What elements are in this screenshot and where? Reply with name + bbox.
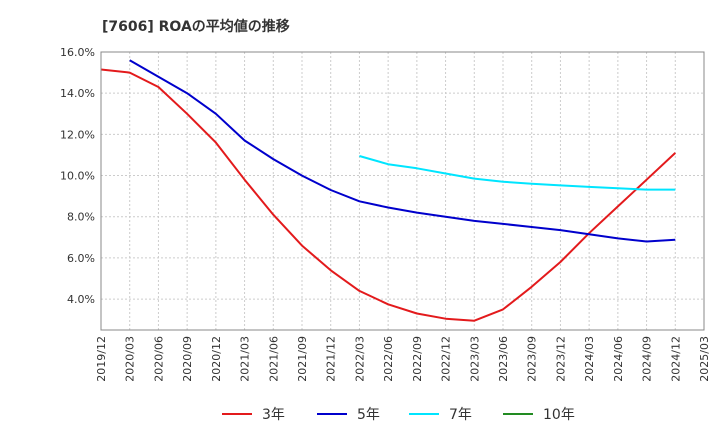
y-tick-label: 12.0% (60, 128, 95, 141)
plot-area-border (100, 51, 705, 331)
x-tick-label: 2024/09 (641, 336, 654, 382)
series-line-0 (100, 68, 676, 322)
x-tick-label: 2019/12 (95, 336, 108, 382)
y-axis-tick-labels: 4.0% 6.0% 8.0% 10.0% 12.0% 14.0% 16.0% (60, 46, 95, 306)
x-tick-label: 2020/03 (124, 336, 137, 382)
series-line-2 (359, 155, 676, 191)
legend-label-2: 7年 (449, 407, 472, 423)
y-tick-label: 6.0% (67, 252, 95, 265)
x-tick-label: 2021/06 (267, 336, 280, 382)
legend-label-0: 3年 (262, 407, 285, 423)
x-tick-label: 2025/03 (698, 336, 711, 382)
x-tick-label: 2020/06 (152, 336, 165, 382)
x-tick-label: 2024/12 (669, 336, 682, 382)
grid-lines (100, 51, 705, 330)
x-tick-label: 2022/03 (353, 336, 366, 382)
x-tick-label: 2020/09 (181, 336, 194, 382)
x-tick-label: 2021/03 (239, 336, 252, 382)
series-line-1 (129, 59, 676, 243)
x-tick-label: 2021/12 (325, 336, 338, 382)
legend-label-3: 10年 (543, 407, 575, 423)
x-tick-label: 2020/12 (210, 336, 223, 382)
x-tick-label: 2022/06 (382, 336, 395, 382)
x-tick-label: 2022/09 (411, 336, 424, 382)
y-tick-label: 8.0% (67, 211, 95, 224)
x-tick-label: 2021/09 (296, 336, 309, 382)
y-tick-label: 4.0% (67, 293, 95, 306)
x-tick-label: 2024/03 (583, 336, 596, 382)
x-tick-label: 2023/06 (497, 336, 510, 382)
y-tick-label: 14.0% (60, 87, 95, 100)
legend-label-1: 5年 (357, 407, 380, 423)
x-tick-label: 2022/12 (440, 336, 453, 382)
x-tick-label: 2023/09 (526, 336, 539, 382)
x-tick-label: 2024/06 (612, 336, 625, 382)
x-tick-label: 2023/12 (554, 336, 567, 382)
x-axis-tick-labels: 2019/12 2020/03 2020/06 2020/09 2020/12 2021/… (95, 336, 711, 382)
chart-title: [7606] ROAの平均値の推移 (102, 19, 290, 35)
x-tick-label: 2023/03 (468, 336, 481, 382)
legend: 3年 5年 7年 10年 (222, 407, 575, 423)
y-tick-label: 10.0% (60, 170, 95, 183)
y-tick-label: 16.0% (60, 46, 95, 59)
series-lines (100, 59, 676, 322)
